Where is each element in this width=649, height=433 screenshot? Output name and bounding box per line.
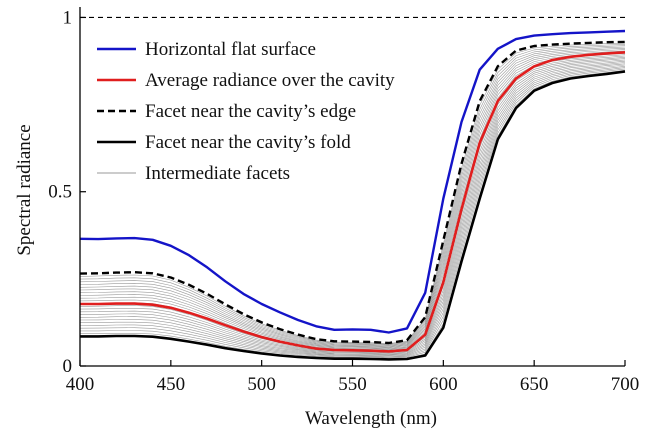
intermediate-facet-line — [79, 62, 626, 355]
legend: Horizontal flat surface Average radiance … — [97, 39, 395, 184]
x-tick-label: 550 — [338, 374, 367, 395]
intermediate-facet-line — [79, 66, 626, 357]
intermediate-facet-line — [79, 63, 626, 356]
legend-label: Average radiance over the cavity — [145, 70, 395, 91]
x-tick-label: 700 — [611, 374, 640, 395]
ticks-group: 400 450 500 550 600 650 700 0 0.5 1 — [48, 7, 639, 395]
y-tick-label: 0 — [63, 356, 73, 377]
legend-label: Facet near the cavity’s fold — [145, 132, 351, 153]
series-line-facet-near-the-cavity-s-fold — [80, 70, 626, 361]
intermediate-facet-line — [79, 44, 626, 345]
legend-label: Facet near the cavity’s edge — [145, 101, 356, 122]
legend-label: Intermediate facets — [145, 163, 290, 184]
legend-label: Horizontal flat surface — [145, 39, 316, 60]
y-tick-label: 0.5 — [48, 182, 72, 203]
series-line-facet-near-the-cavity-s-edge — [79, 40, 626, 345]
intermediate-facet-line — [79, 48, 626, 347]
intermediate-facet-line — [79, 51, 626, 350]
series-line-average-radiance-over-the-cavity — [80, 51, 626, 353]
intermediate-facet-line — [79, 45, 626, 346]
x-tick-label: 600 — [429, 374, 458, 395]
intermediate-facet-line — [79, 60, 626, 355]
intermediate-facet-line — [79, 59, 626, 354]
x-tick-label: 500 — [247, 374, 276, 395]
x-tick-label: 450 — [157, 374, 186, 395]
intermediate-facet-line — [79, 50, 626, 349]
series-line-horizontal-flat-surface — [79, 29, 626, 334]
intermediate-facet-line — [79, 67, 626, 358]
intermediate-facet-line — [80, 64, 626, 357]
x-tick-label: 650 — [520, 374, 549, 395]
intermediate-facet-line — [79, 53, 626, 350]
intermediate-facet-line — [80, 68, 626, 359]
x-tick-label: 400 — [66, 374, 95, 395]
y-axis-title: Spectral radiance — [14, 124, 35, 255]
intermediate-facet-line — [79, 49, 626, 348]
x-axis-title: Wavelength (nm) — [305, 408, 437, 429]
y-tick-label: 1 — [63, 7, 73, 28]
series-lines-group — [79, 29, 626, 361]
intermediate-facet-line — [79, 46, 626, 347]
